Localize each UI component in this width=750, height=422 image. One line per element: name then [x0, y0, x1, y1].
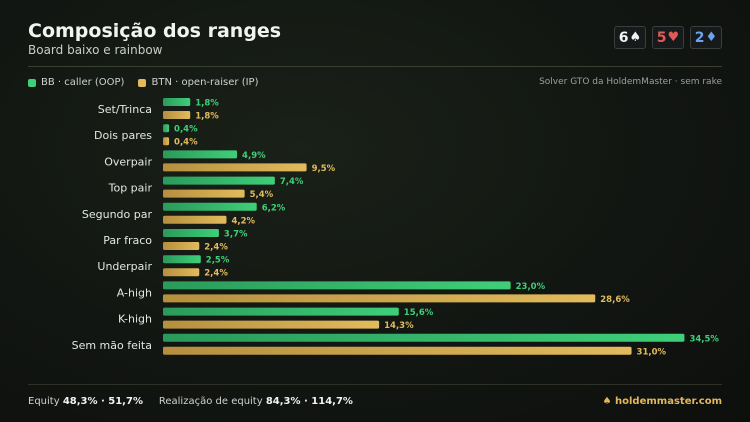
bar-btn [163, 163, 307, 172]
realization-values: 84,3% · 114,7% [265, 396, 353, 407]
bar-bb [163, 229, 219, 237]
source-note: Solver GTO da HoldemMaster · sem rake [539, 77, 722, 87]
equity-values: 48,3% · 51,7% [62, 396, 143, 407]
bar-btn [163, 137, 170, 146]
legend-label-btn: BTN · open-raiser (IP) [151, 77, 259, 88]
category-label: Underpair [97, 260, 152, 273]
category-label: Set/Trinca [98, 103, 152, 116]
legend-item-btn: BTN · open-raiser (IP) [138, 77, 258, 88]
category-label: Overpair [104, 155, 152, 168]
bar-btn [163, 320, 380, 329]
bar-btn [163, 346, 632, 355]
bar-bb [163, 255, 201, 264]
data-label-bb: 2,5% [206, 256, 230, 266]
equity-label: Equity [28, 396, 60, 407]
data-label-bb: 1,8% [195, 99, 219, 109]
footer-divider [28, 384, 722, 385]
bar-bb [163, 202, 257, 211]
legend-item-bb: BB · caller (OOP) [28, 77, 124, 88]
board-card-2: 5 ♥ [652, 26, 684, 49]
chart-subtitle: Board baixo e rainbow [28, 43, 163, 57]
bar-btn [163, 189, 245, 198]
data-label-bb: 34,5% [689, 334, 719, 344]
bar-bb [163, 176, 275, 185]
data-label-bb: 7,4% [280, 177, 304, 187]
data-label-bb: 23,0% [516, 282, 546, 292]
data-label-btn: 28,6% [600, 295, 630, 305]
legend-swatch-bb [28, 78, 36, 87]
data-label-btn: 2,4% [204, 243, 228, 253]
equity-summary: Equity 48,3% · 51,7% Realização de equit… [28, 396, 353, 407]
bar-btn [163, 294, 596, 303]
brand-text: holdemmaster.com [615, 396, 722, 407]
bar-bb [163, 150, 238, 159]
category-label: Segundo par [82, 208, 153, 221]
data-label-btn: 31,0% [637, 347, 667, 357]
data-label-bb: 6,2% [262, 203, 286, 213]
category-label: K-high [118, 313, 152, 326]
bar-btn [163, 111, 191, 119]
bar-btn [163, 215, 227, 224]
diamond-icon: ♦ [705, 30, 718, 45]
data-label-btn: 0,4% [174, 138, 198, 148]
board-cards: 6 ♠ 5 ♥ 2 ♦ [614, 26, 722, 49]
category-label: Sem mão feita [72, 339, 152, 352]
bar-btn [163, 268, 200, 277]
spade-icon: ♠ [602, 396, 612, 407]
chart-title: Composição dos ranges [28, 20, 282, 42]
card-rank: 2 [694, 29, 705, 46]
legend-label-bb: BB · caller (OOP) [41, 77, 125, 88]
card-rank: 5 [656, 29, 667, 46]
chart-legend: BB · caller (OOP) BTN · open-raiser (IP) [28, 77, 258, 88]
data-label-btn: 9,5% [312, 164, 336, 174]
bar-bb [163, 307, 399, 316]
data-label-bb: 4,9% [242, 151, 266, 161]
bar-chart: Set/Trinca 1,8% 1,8% Dois pares 0,4% 0,4% Over… [72, 98, 719, 357]
category-label: Dois pares [94, 129, 152, 142]
board-card-1: 6 ♠ [614, 26, 646, 49]
bar-bb [163, 333, 685, 342]
heart-icon: ♥ [667, 30, 680, 45]
data-label-btn: 14,3% [384, 321, 414, 331]
bar-bb [163, 124, 170, 133]
data-label-btn: 2,4% [204, 269, 228, 279]
legend-swatch-btn [138, 78, 147, 87]
category-label: Par fraco [103, 234, 152, 247]
category-label: A-high [117, 286, 152, 299]
brand-link[interactable]: ♠ holdemmaster.com [603, 396, 722, 407]
data-label-bb: 0,4% [174, 125, 198, 135]
bar-bb [163, 281, 511, 290]
card-rank: 6 [618, 29, 629, 46]
data-label-btn: 1,8% [195, 112, 219, 122]
realization-label: Realização de equity [158, 396, 263, 407]
bar-btn [163, 242, 200, 250]
data-label-bb: 3,7% [224, 230, 248, 240]
spade-icon: ♠ [629, 30, 642, 45]
data-label-btn: 5,4% [250, 190, 274, 200]
data-label-bb: 15,6% [404, 308, 434, 318]
board-card-3: 2 ♦ [690, 26, 722, 49]
bar-bb [163, 98, 191, 106]
data-label-btn: 4,2% [231, 216, 255, 226]
header-divider [28, 66, 722, 67]
category-label: Top pair [108, 182, 153, 195]
